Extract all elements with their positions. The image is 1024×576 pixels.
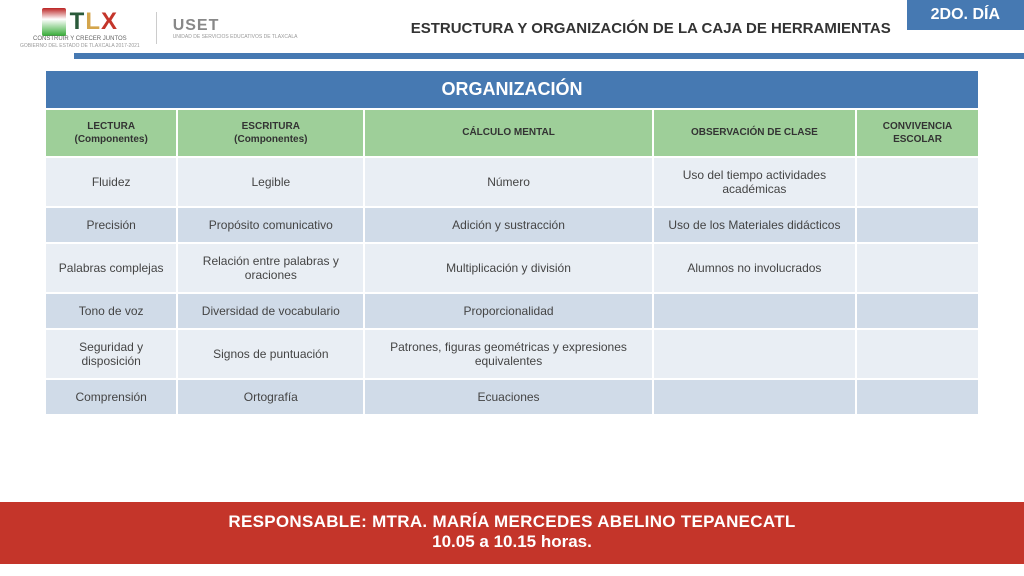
col-header-3: OBSERVACIÓN DE CLASE	[653, 109, 856, 157]
logo-tlx-text: TLX	[70, 8, 118, 36]
logo-uset-text: USET	[173, 17, 298, 35]
organization-table: ORGANIZACIÓN LECTURA(Componentes) ESCRIT…	[44, 69, 980, 416]
shield-icon	[42, 8, 66, 36]
logo-uset: USET UNIDAD DE SERVICIOS EDUCATIVOS DE T…	[173, 17, 298, 41]
footer-responsible: RESPONSABLE: MTRA. MARÍA MERCEDES ABELIN…	[0, 512, 1024, 532]
logo-tlx: TLX CONSTRUIR Y CRECER JUNTOS GOBIERNO D…	[20, 8, 140, 49]
footer: RESPONSABLE: MTRA. MARÍA MERCEDES ABELIN…	[0, 502, 1024, 564]
blue-bar	[74, 53, 1024, 59]
logo-divider	[156, 12, 157, 44]
col-header-1: ESCRITURA(Componentes)	[177, 109, 364, 157]
table-body: FluidezLegibleNúmeroUso del tiempo activ…	[45, 157, 979, 415]
table-row: Seguridad y disposiciónSignos de puntuac…	[45, 329, 979, 379]
table-container: ORGANIZACIÓN LECTURA(Componentes) ESCRIT…	[0, 69, 1024, 416]
footer-time: 10.05 a 10.15 horas.	[0, 532, 1024, 552]
logos-group: TLX CONSTRUIR Y CRECER JUNTOS GOBIERNO D…	[20, 8, 297, 49]
table-row: Tono de vozDiversidad de vocabularioProp…	[45, 293, 979, 329]
table-row: FluidezLegibleNúmeroUso del tiempo activ…	[45, 157, 979, 207]
logo-tlx-sub2: GOBIERNO DEL ESTADO DE TLAXCALA 2017-202…	[20, 43, 140, 49]
header-title: ESTRUCTURA Y ORGANIZACIÓN DE LA CAJA DE …	[297, 20, 1004, 37]
table-header-row: LECTURA(Componentes) ESCRITURA(Component…	[45, 109, 979, 157]
table-row: Palabras complejasRelación entre palabra…	[45, 243, 979, 293]
logo-uset-sub: UNIDAD DE SERVICIOS EDUCATIVOS DE TLAXCA…	[173, 35, 298, 41]
logo-tlx-sub1: CONSTRUIR Y CRECER JUNTOS	[33, 36, 127, 43]
table-row: PrecisiónPropósito comunicativoAdición y…	[45, 207, 979, 243]
header: TLX CONSTRUIR Y CRECER JUNTOS GOBIERNO D…	[0, 0, 1024, 53]
col-header-2: CÁLCULO MENTAL	[364, 109, 652, 157]
col-header-0: LECTURA(Componentes)	[45, 109, 177, 157]
table-row: ComprensiónOrtografíaEcuaciones	[45, 379, 979, 415]
table-title: ORGANIZACIÓN	[45, 70, 979, 109]
col-header-4: CONVIVENCIA ESCOLAR	[856, 109, 979, 157]
table-title-row: ORGANIZACIÓN	[45, 70, 979, 109]
day-badge: 2DO. DÍA	[907, 0, 1024, 30]
